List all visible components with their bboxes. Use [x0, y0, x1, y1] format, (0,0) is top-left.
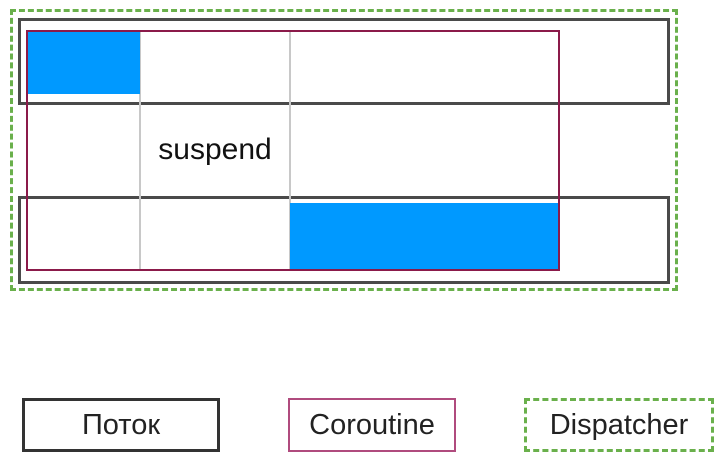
coroutine-frame	[26, 30, 560, 271]
legend-dispatcher: Dispatcher	[524, 398, 714, 452]
coroutine-run-segment-second	[290, 203, 558, 269]
thread-row-bottom	[18, 196, 670, 284]
dispatcher-region	[10, 9, 678, 291]
thread-row-top	[18, 18, 670, 105]
timeline-gridline	[289, 32, 291, 269]
legend-coroutine-label: Coroutine	[309, 408, 435, 441]
legend-thread: Поток	[22, 398, 220, 452]
legend-coroutine: Coroutine	[288, 398, 456, 452]
coroutine-run-segment-first	[28, 32, 140, 94]
legend-thread-label: Поток	[81, 408, 161, 441]
timeline-gridline	[139, 32, 141, 269]
legend-dispatcher-label: Dispatcher	[549, 408, 689, 441]
suspend-label: suspend	[158, 133, 272, 166]
